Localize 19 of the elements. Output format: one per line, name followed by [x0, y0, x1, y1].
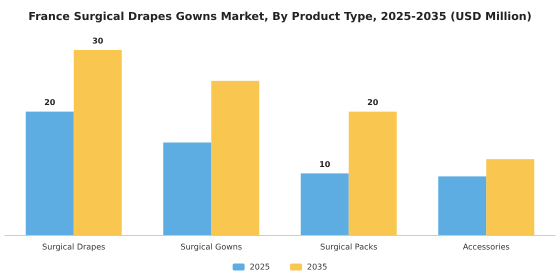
chart-title: France Surgical Drapes Gowns Market, By Product Type, 2025-2035 (USD Million) [28, 10, 532, 23]
legend-label: 2025 [250, 262, 270, 272]
bar [26, 112, 74, 235]
bar [163, 142, 212, 235]
data-label: 10 [319, 160, 331, 169]
legend-label: 2035 [307, 262, 328, 272]
bar [300, 173, 349, 235]
x-tick-label: Surgical Packs [320, 242, 378, 252]
bar [486, 159, 534, 235]
bar [211, 80, 260, 235]
data-label: 20 [367, 98, 379, 108]
x-tick-label: Surgical Drapes [42, 242, 106, 252]
x-tick-label: Surgical Gowns [180, 242, 242, 252]
data-label: 20 [44, 98, 56, 108]
bar [438, 176, 486, 235]
data-label: 30 [92, 36, 104, 46]
x-tick-label: Accessories [462, 242, 510, 252]
bar [74, 50, 122, 235]
bar [348, 112, 397, 235]
